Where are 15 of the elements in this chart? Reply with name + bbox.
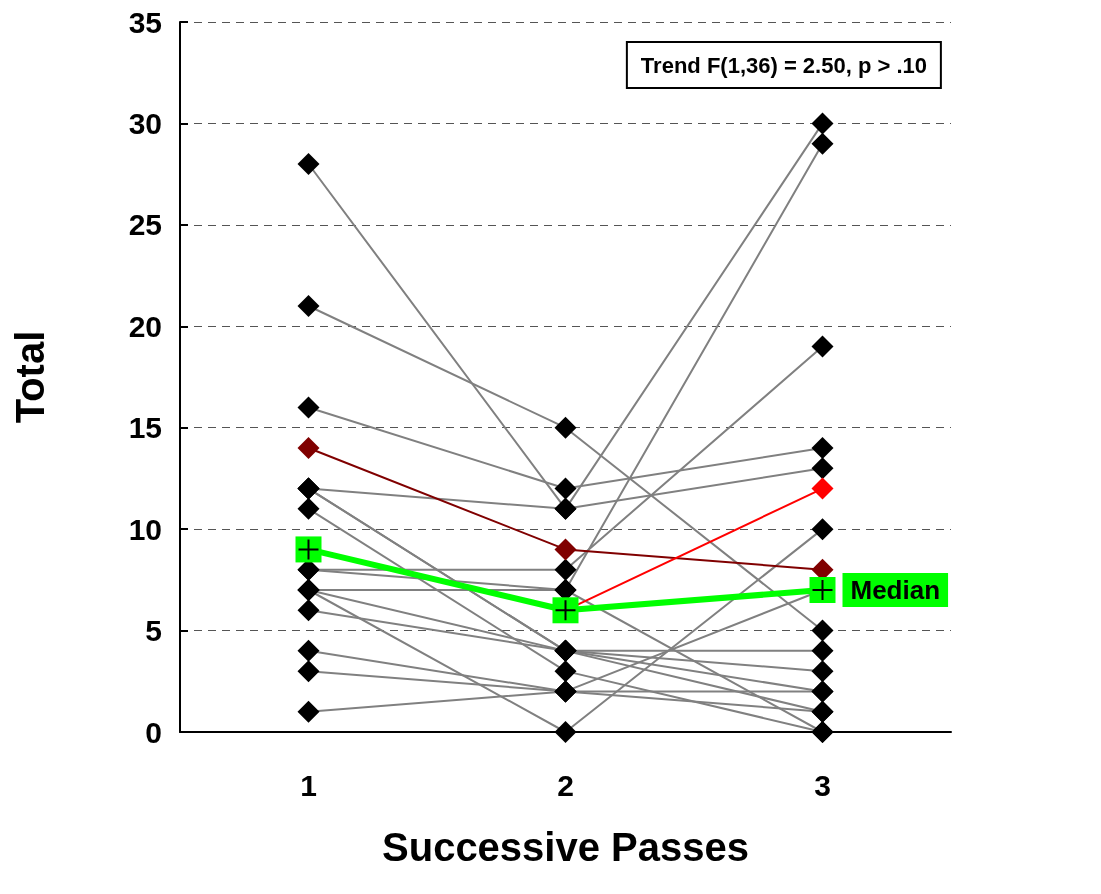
annotation: Trend F(1,36) = 2.50, p > .10 <box>640 52 928 78</box>
y-tick-label: 35 <box>128 5 162 39</box>
y-tick-label: 20 <box>128 309 162 343</box>
y-tick-label: 5 <box>145 614 162 648</box>
y-tick-label: 30 <box>128 106 162 140</box>
x-axis-title: Successive Passes <box>382 825 749 869</box>
y-tick-label: 0 <box>145 715 162 749</box>
x-tick-label: 1 <box>300 768 317 802</box>
y-tick-label: 10 <box>128 512 162 546</box>
series-label: Median <box>850 575 941 605</box>
y-tick-label: 15 <box>128 411 162 445</box>
y-tick-label: 25 <box>128 208 162 242</box>
x-tick-label: 3 <box>814 768 831 802</box>
x-tick-label: 2 <box>557 768 574 802</box>
y-axis-title: Total <box>8 330 52 424</box>
